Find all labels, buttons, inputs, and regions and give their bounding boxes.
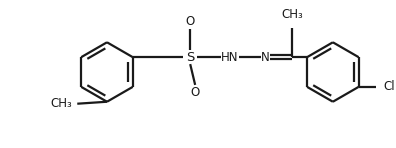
Text: O: O <box>186 15 195 28</box>
Text: CH₃: CH₃ <box>51 97 72 110</box>
Text: Cl: Cl <box>383 80 395 93</box>
Text: O: O <box>190 86 200 99</box>
Text: S: S <box>186 51 194 64</box>
Text: N: N <box>261 51 270 64</box>
Text: HN: HN <box>221 51 238 64</box>
Text: CH₃: CH₃ <box>282 8 303 21</box>
